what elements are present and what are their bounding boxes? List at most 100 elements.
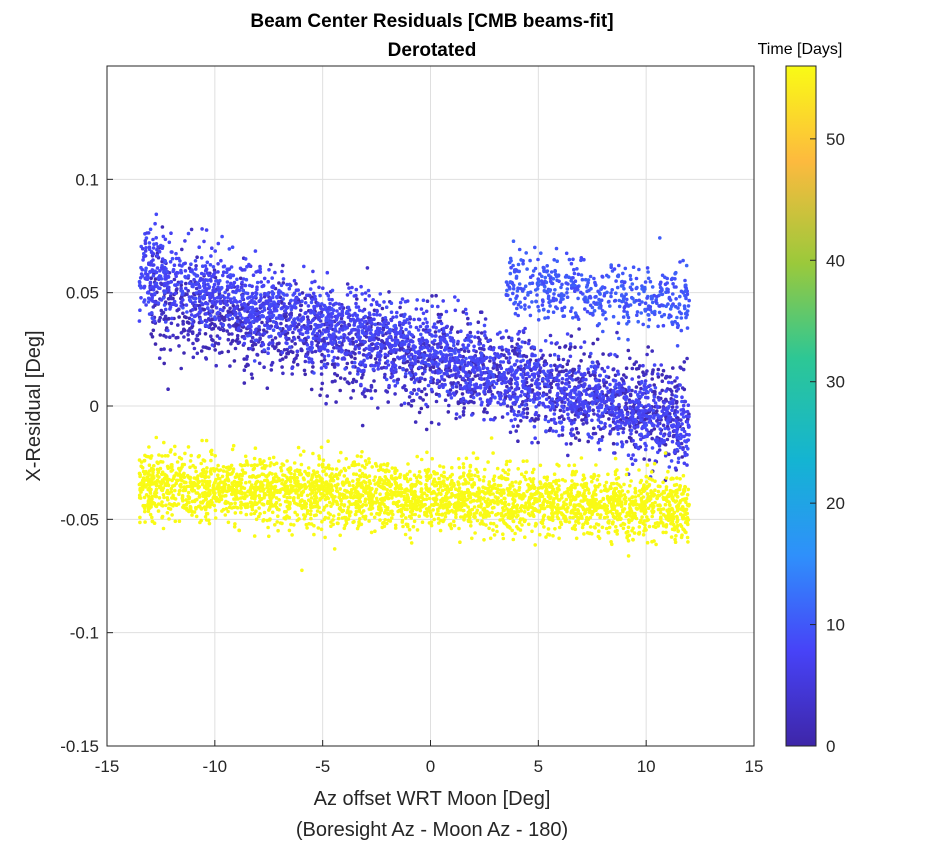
data-point-3353 — [644, 409, 648, 413]
data-point-3399 — [272, 306, 277, 311]
data-point-919 — [181, 311, 185, 316]
data-point-3227 — [597, 386, 601, 391]
data-point-3291 — [573, 404, 578, 409]
data-point-4183 — [422, 356, 426, 360]
data-point-3117 — [512, 412, 517, 417]
data-point-4095 — [353, 311, 357, 316]
data-point-4978 — [267, 456, 272, 461]
data-point-4451 — [583, 277, 588, 282]
data-point-4094 — [676, 387, 681, 391]
data-point-3605 — [553, 377, 558, 382]
data-point-2864 — [416, 317, 421, 322]
data-point-3210 — [180, 264, 184, 268]
data-point-2579 — [648, 406, 653, 410]
data-point-1995 — [487, 346, 492, 351]
data-point-2928 — [413, 350, 418, 355]
data-point-4147 — [271, 319, 276, 324]
data-point-1302 — [478, 338, 482, 342]
data-point-3879 — [614, 382, 618, 387]
data-point-950 — [358, 342, 362, 347]
data-point-1616 — [164, 335, 168, 339]
data-point-3898 — [600, 390, 604, 394]
data-point-3931 — [630, 413, 635, 417]
data-point-3241 — [153, 221, 157, 226]
data-point-2267 — [154, 281, 159, 286]
data-point-454 — [258, 337, 262, 342]
data-point-4678 — [585, 283, 590, 288]
data-point-3627 — [308, 345, 312, 350]
data-point-2243 — [259, 293, 263, 297]
data-point-513 — [560, 381, 564, 385]
data-point-3421 — [389, 301, 394, 306]
data-point-2650 — [519, 372, 523, 377]
data-point-1375 — [289, 349, 293, 354]
data-point-4102 — [306, 323, 310, 328]
data-point-2700 — [402, 354, 407, 359]
data-point-4461 — [675, 322, 680, 326]
data-point-4392 — [683, 278, 687, 283]
data-point-4636 — [590, 305, 595, 310]
data-point-4112 — [273, 270, 277, 275]
data-point-3596 — [577, 411, 582, 416]
data-point-3992 — [417, 365, 422, 370]
data-point-3321 — [586, 432, 590, 437]
data-point-228 — [456, 330, 460, 334]
data-point-1691 — [232, 359, 237, 363]
data-point-3523 — [224, 270, 229, 275]
data-point-3739 — [437, 394, 442, 398]
data-point-3934 — [438, 358, 443, 363]
data-point-3880 — [327, 297, 332, 302]
data-point-4426 — [600, 275, 605, 279]
data-point-4054 — [559, 420, 564, 425]
data-point-2914 — [528, 418, 533, 423]
data-point-194 — [436, 312, 441, 317]
data-point-3948 — [631, 417, 636, 422]
data-point-1715 — [430, 294, 434, 298]
data-point-4100 — [191, 284, 195, 289]
data-point-4688 — [579, 255, 584, 260]
data-point-2893 — [367, 318, 372, 323]
data-point-4119 — [147, 241, 152, 245]
data-point-1729 — [363, 394, 367, 399]
data-point-2481 — [473, 335, 477, 339]
data-point-1151 — [564, 368, 568, 373]
data-point-2443 — [448, 330, 453, 335]
data-point-1849 — [502, 370, 507, 375]
data-point-4652 — [621, 271, 625, 276]
data-point-2440 — [430, 304, 435, 309]
data-point-4086 — [464, 381, 469, 385]
data-point-3882 — [215, 311, 220, 316]
data-point-1342 — [569, 345, 573, 349]
data-point-3018 — [213, 271, 217, 275]
data-point-1717 — [530, 388, 535, 392]
data-point-977 — [544, 392, 549, 397]
data-point-1684 — [422, 366, 427, 371]
data-point-1271 — [577, 438, 582, 443]
data-point-583 — [664, 374, 669, 379]
data-point-2789 — [449, 338, 453, 343]
data-point-3762 — [631, 420, 635, 425]
data-point-3887 — [216, 241, 221, 246]
data-point-3212 — [602, 426, 606, 430]
data-point-2798 — [332, 355, 337, 360]
data-point-3184 — [571, 378, 575, 382]
data-point-3505 — [660, 409, 664, 414]
data-point-340 — [380, 306, 385, 311]
data-point-2532 — [274, 308, 279, 313]
data-point-1716 — [406, 401, 411, 406]
data-point-3575 — [184, 286, 188, 291]
data-point-3970 — [323, 305, 328, 310]
data-point-4108 — [563, 395, 567, 399]
data-point-1361 — [150, 335, 155, 339]
data-point-1840 — [348, 341, 353, 346]
data-point-3161 — [511, 390, 515, 395]
data-point-3175 — [288, 315, 293, 319]
data-point-1014 — [353, 356, 357, 361]
data-point-4673 — [517, 282, 522, 286]
data-point-4168 — [462, 345, 466, 350]
data-point-2978 — [157, 249, 162, 254]
data-point-3270 — [325, 270, 330, 275]
data-point-4456 — [576, 296, 580, 301]
data-point-1588 — [573, 345, 577, 350]
data-point-3015 — [504, 376, 508, 381]
